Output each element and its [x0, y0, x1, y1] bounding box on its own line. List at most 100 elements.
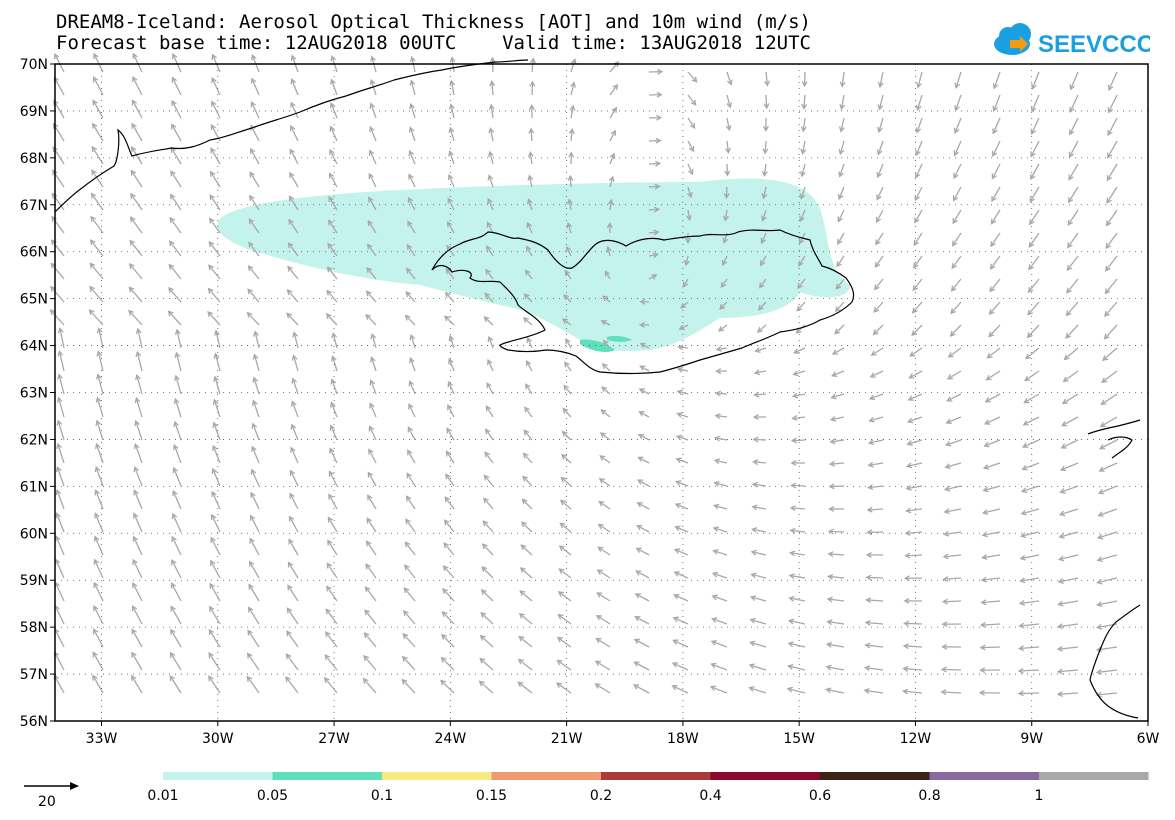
wind-arrow [369, 402, 377, 418]
wind-arrow [402, 632, 416, 648]
wind-arrow [329, 101, 338, 119]
wind-arrow [483, 316, 494, 326]
wind-arrow [599, 432, 611, 441]
wind-arrow [1096, 600, 1118, 608]
wind-arrow [787, 618, 806, 625]
wind-arrow [405, 267, 416, 280]
wind-arrow [868, 393, 884, 401]
colorbar-swatch [491, 772, 601, 780]
wind-arrow [445, 450, 455, 464]
wind-arrow [409, 356, 416, 372]
wind-arrow [132, 512, 143, 533]
wind-arrow [448, 126, 455, 142]
wind-arrow [95, 396, 104, 418]
wind-arrow [331, 332, 338, 349]
colorbar-label: 0.6 [809, 788, 831, 804]
wind-arrow [171, 123, 182, 142]
wind-arrow [951, 232, 962, 247]
wind-arrow [991, 186, 1001, 203]
wind-arrow [566, 198, 573, 211]
wind-arrow [251, 445, 260, 464]
wind-arrow [561, 453, 572, 464]
wind-arrow [868, 416, 884, 423]
wind-arrow [51, 215, 65, 234]
wind-arrow [447, 197, 455, 211]
wind-arrow [285, 676, 299, 694]
wind-arrow [525, 383, 533, 395]
wind-arrow [171, 512, 182, 533]
wind-arrow [408, 149, 416, 165]
wind-arrow [951, 255, 962, 270]
wind-arrow [713, 458, 728, 465]
wind-arrow [709, 685, 728, 694]
wind-arrow [985, 370, 1001, 381]
wind-arrow [979, 621, 1001, 628]
wind-arrow [89, 262, 104, 280]
wind-arrow [751, 504, 767, 511]
wind-arrow [724, 163, 731, 177]
wind-arrow [405, 518, 416, 533]
wind-arrow [596, 592, 611, 602]
wind-arrow [791, 392, 806, 399]
wind-arrow [1066, 278, 1079, 294]
wind-legend: 20 [24, 782, 79, 810]
wind-arrow [789, 505, 806, 512]
wind-arrow [1056, 668, 1079, 675]
wind-arrow [323, 676, 338, 694]
lon-label: 24W [435, 731, 467, 747]
wind-arrow [983, 416, 1001, 425]
wind-arrow [712, 549, 728, 556]
wind-arrow [1024, 347, 1040, 360]
wind-arrow [839, 94, 846, 111]
wind-arrow [678, 324, 689, 330]
wind-arrow [1030, 117, 1040, 136]
wind-arrow [93, 581, 104, 602]
wind-arrow [172, 489, 182, 510]
wind-arrow [131, 99, 143, 119]
wind-arrow [170, 582, 182, 602]
wind-arrow [839, 71, 846, 88]
wind-arrow [914, 209, 923, 224]
wind-arrow [134, 396, 143, 418]
wind-arrow [519, 567, 533, 579]
lat-label: 70N [20, 57, 48, 73]
wind-arrow [672, 639, 689, 648]
lat-label: 69N [20, 104, 48, 120]
wind-arrow [1106, 163, 1118, 182]
wind-arrow [648, 68, 664, 75]
wind-arrow [1097, 485, 1118, 495]
wind-arrow [596, 569, 611, 579]
wind-arrow [329, 447, 338, 464]
wind-arrow [1027, 278, 1040, 294]
wind-arrow [327, 539, 338, 556]
wind-arrow [909, 347, 923, 357]
wind-arrow [291, 354, 299, 372]
wind-arrow [648, 206, 661, 213]
wind-arrow [286, 630, 299, 648]
wind-arrow [761, 163, 768, 178]
aot-patch-mid-2 [607, 336, 632, 342]
wind-arrow [91, 169, 104, 188]
wind-arrow [710, 662, 728, 671]
wind-arrow [522, 317, 533, 326]
wind-arrow [171, 535, 182, 556]
wind-arrow [788, 595, 806, 602]
wind-arrow [825, 687, 845, 694]
wind-arrow [557, 613, 572, 625]
wind-arrow [367, 471, 377, 487]
wind-arrow [648, 183, 661, 190]
wind-arrow [911, 324, 923, 337]
wind-arrow [787, 664, 806, 671]
wind-arrow [1056, 691, 1079, 698]
wind-arrow [250, 100, 260, 119]
wind-arrow [838, 163, 845, 178]
wind-arrow [328, 493, 338, 510]
wind-arrow [443, 542, 455, 556]
wind-arrow [753, 391, 767, 398]
wind-arrow [92, 628, 104, 648]
wind-arrow [326, 562, 338, 579]
wind-arrow [869, 370, 884, 378]
wind-arrow [211, 76, 221, 96]
wind-arrow [1017, 667, 1040, 674]
wind-arrow [367, 494, 377, 510]
